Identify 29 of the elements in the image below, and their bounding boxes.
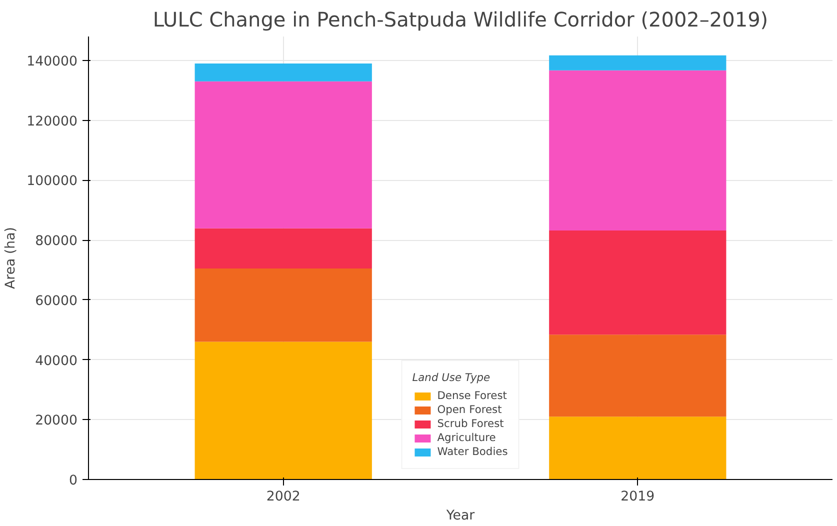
x-tick-label: 2002 bbox=[266, 490, 300, 504]
y-tick-label: 100000 bbox=[26, 174, 78, 190]
bar bbox=[194, 81, 372, 228]
y-tick-label: 120000 bbox=[26, 114, 78, 130]
bar bbox=[194, 228, 372, 268]
x-tick-label: 2019 bbox=[620, 490, 655, 504]
y-tick-label: 0 bbox=[69, 474, 78, 488]
y-tick-label: 20000 bbox=[35, 414, 78, 429]
legend-title: Land Use Type bbox=[412, 371, 492, 384]
chart-title: LULC Change in Pench-Satpuda Wildlife Corridor (2002–2019) bbox=[152, 8, 768, 32]
bar bbox=[194, 342, 372, 480]
bar bbox=[549, 55, 726, 70]
legend-label: Agriculture bbox=[437, 431, 496, 444]
bar bbox=[549, 230, 726, 335]
bar bbox=[549, 416, 726, 480]
y-tick-label: 80000 bbox=[35, 234, 78, 250]
y-tick-label: 60000 bbox=[35, 294, 78, 309]
bar bbox=[194, 268, 372, 342]
legend-label: Water Bodies bbox=[437, 445, 508, 458]
y-tick-label: 140000 bbox=[26, 54, 78, 70]
legend-label: Dense Forest bbox=[437, 389, 507, 402]
y-tick-label: 40000 bbox=[35, 354, 78, 369]
legend-label: Scrub Forest bbox=[437, 417, 504, 430]
bar bbox=[194, 63, 372, 82]
x-axis-title: Year bbox=[445, 508, 476, 524]
bar bbox=[549, 334, 726, 417]
y-axis-title: Area (ha) bbox=[4, 227, 19, 289]
legend-label: Open Forest bbox=[437, 403, 502, 416]
bar bbox=[549, 70, 726, 230]
